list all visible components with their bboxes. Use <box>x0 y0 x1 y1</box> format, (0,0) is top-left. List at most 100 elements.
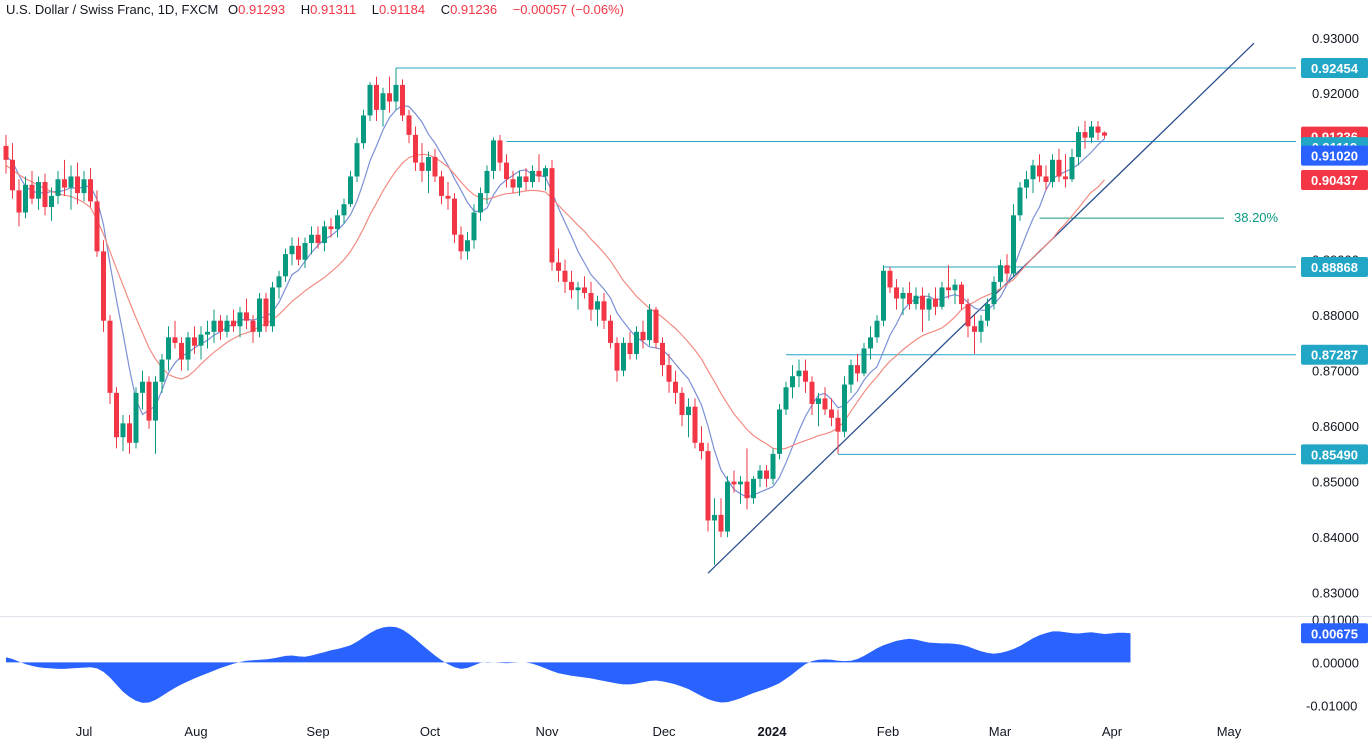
candle-body <box>335 215 340 230</box>
candle-body <box>1095 126 1101 133</box>
y-tick-label: 0.88000 <box>1312 308 1359 323</box>
candle-body <box>666 365 672 382</box>
candle-body <box>796 370 802 377</box>
moving-average-line <box>5 153 1105 451</box>
candle-body <box>29 184 35 199</box>
candle-body <box>777 409 782 454</box>
candle-body <box>978 320 984 332</box>
candles <box>3 68 1107 565</box>
candle-body <box>42 182 48 207</box>
candle-body <box>419 162 425 171</box>
candle-body <box>146 381 152 421</box>
level-badge-bg <box>1301 257 1368 278</box>
candle-body <box>1056 159 1062 177</box>
high-value: H0.91311 <box>300 2 357 17</box>
candle-body <box>569 281 574 291</box>
candle-body <box>530 170 535 183</box>
candle-body <box>946 287 951 291</box>
x-tick-label: Jul <box>76 724 93 739</box>
candle-body <box>907 292 912 305</box>
candle-body <box>439 176 444 196</box>
candle-body <box>549 168 555 263</box>
level-badge-label: 0.85490 <box>1311 447 1358 462</box>
oscillator-pane <box>0 616 1372 703</box>
candle-body <box>1017 187 1023 216</box>
change-value: −0.00057 (−0.06%) <box>512 2 625 17</box>
candle-body <box>595 301 600 310</box>
candle-body <box>361 115 366 144</box>
candle-body <box>478 193 483 213</box>
candle-body <box>562 270 568 282</box>
osc-tick-label: 0.00000 <box>1312 655 1359 670</box>
candle-body <box>712 514 717 521</box>
candle-body <box>926 298 932 310</box>
candle-body <box>1024 179 1029 188</box>
candle-body <box>465 240 470 252</box>
candle-body <box>140 381 145 393</box>
candle-body <box>218 320 223 332</box>
candle-body <box>432 157 438 177</box>
candle-body <box>400 84 405 116</box>
candle-body <box>653 309 659 343</box>
candle-body <box>296 245 301 260</box>
candle-body <box>185 337 191 360</box>
candle-body <box>23 184 28 213</box>
candle-body <box>133 392 139 443</box>
candle-body <box>445 195 451 199</box>
candle-body <box>855 365 860 374</box>
candle-body <box>848 365 854 385</box>
candle-body <box>49 195 54 207</box>
candle-body <box>803 370 808 382</box>
candle-body <box>705 451 711 521</box>
candle-body <box>471 212 477 241</box>
x-tick-label: Oct <box>420 724 441 739</box>
candle-body <box>536 170 542 177</box>
candle-body <box>458 234 464 252</box>
candle-body <box>621 342 626 371</box>
x-tick-label: Aug <box>184 724 207 739</box>
candle-body <box>809 381 815 404</box>
x-tick-label: 2024 <box>758 724 788 739</box>
candle-body <box>887 270 893 288</box>
candle-body <box>588 292 594 310</box>
candle-body <box>673 381 678 393</box>
candle-body <box>634 331 639 355</box>
candle-body <box>757 470 763 479</box>
price-badge-bg <box>1301 145 1368 166</box>
level-badge-label: 0.92454 <box>1311 61 1359 76</box>
candle-body <box>166 337 171 360</box>
candle-body <box>998 265 1003 282</box>
chart-header: U.S. Dollar / Swiss Franc, 1D, FXCM O0.9… <box>6 2 630 20</box>
candle-body <box>309 234 314 244</box>
candle-body <box>874 320 880 338</box>
candle-body <box>380 93 386 110</box>
candle-body <box>504 162 509 180</box>
candle-body <box>959 284 964 305</box>
level-badge-label: 0.87287 <box>1311 348 1358 363</box>
candle-body <box>120 423 126 438</box>
candle-body <box>718 514 724 532</box>
candle-body <box>764 470 769 479</box>
y-tick-label: 0.84000 <box>1312 530 1359 545</box>
candle-body <box>452 198 457 235</box>
candle-body <box>270 287 275 327</box>
candle-body <box>159 359 165 382</box>
y-tick-label: 0.87000 <box>1312 364 1359 379</box>
candle-body <box>283 254 288 277</box>
candle-body <box>237 312 243 327</box>
candle-body <box>367 84 373 116</box>
price-badge-label: 0.90437 <box>1311 173 1358 188</box>
candle-body <box>991 281 997 305</box>
candle-body <box>322 226 327 244</box>
candle-body <box>933 298 938 307</box>
candle-body <box>94 201 100 252</box>
candle-body <box>601 301 607 321</box>
candle-body <box>1076 132 1081 158</box>
candle-body <box>783 387 789 410</box>
candle-body <box>406 115 412 135</box>
candle-body <box>127 423 132 443</box>
candle-body <box>1082 132 1088 138</box>
candle-body <box>686 406 691 416</box>
